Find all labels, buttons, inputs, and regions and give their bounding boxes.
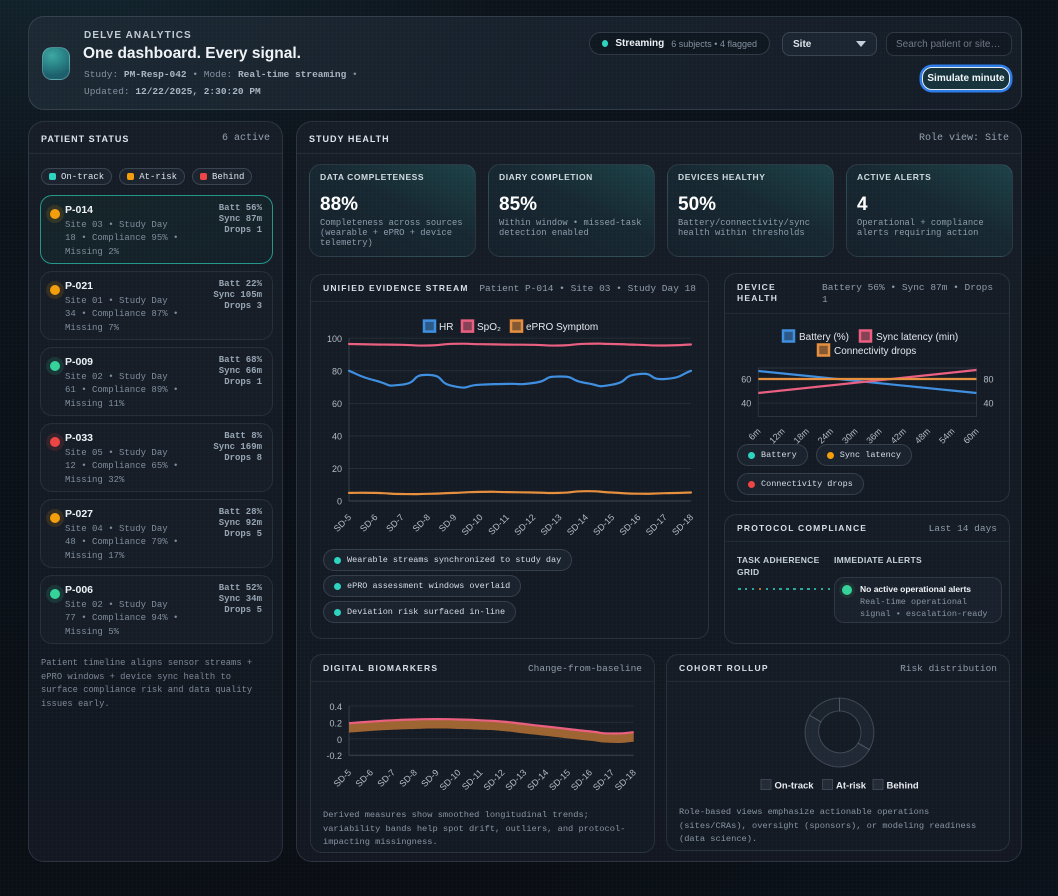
- svg-text:SD-17: SD-17: [591, 767, 616, 792]
- svg-text:-0.2: -0.2: [326, 751, 342, 761]
- svg-text:60: 60: [741, 375, 751, 385]
- svg-text:SD-6: SD-6: [358, 512, 380, 534]
- svg-text:40: 40: [332, 431, 342, 441]
- svg-text:60m: 60m: [961, 426, 980, 445]
- svg-text:48m: 48m: [913, 426, 932, 445]
- svg-text:SD-16: SD-16: [569, 767, 594, 792]
- svg-text:SD-11: SD-11: [460, 767, 485, 792]
- svg-text:SD-14: SD-14: [525, 767, 550, 792]
- svg-text:SD-15: SD-15: [547, 767, 572, 792]
- svg-text:18m: 18m: [792, 426, 811, 445]
- svg-text:SD-7: SD-7: [384, 512, 406, 534]
- svg-text:SD-16: SD-16: [618, 512, 643, 537]
- svg-text:SD-18: SD-18: [613, 767, 638, 792]
- svg-text:On-track: On-track: [775, 780, 815, 791]
- svg-text:SD-12: SD-12: [481, 767, 506, 792]
- svg-text:0: 0: [337, 497, 342, 507]
- svg-text:12m: 12m: [767, 426, 786, 445]
- svg-text:SD-5: SD-5: [332, 767, 354, 789]
- svg-text:40: 40: [741, 399, 751, 409]
- svg-text:42m: 42m: [889, 426, 908, 445]
- svg-text:Behind: Behind: [887, 780, 919, 791]
- svg-text:0.4: 0.4: [329, 702, 342, 712]
- svg-text:SD-8: SD-8: [397, 767, 419, 789]
- svg-text:20: 20: [332, 464, 342, 474]
- svg-text:SD-12: SD-12: [512, 512, 537, 537]
- svg-text:100: 100: [327, 334, 342, 344]
- svg-text:ePRO Symptom: ePRO Symptom: [526, 322, 598, 333]
- svg-text:SD-10: SD-10: [460, 512, 485, 537]
- svg-text:0: 0: [337, 735, 342, 745]
- svg-text:24m: 24m: [816, 426, 835, 445]
- svg-text:SD-8: SD-8: [411, 512, 433, 534]
- svg-text:SD-9: SD-9: [437, 512, 459, 534]
- svg-text:At-risk: At-risk: [836, 780, 867, 791]
- svg-text:Connectivity drops: Connectivity drops: [834, 346, 916, 357]
- svg-text:Battery (%): Battery (%): [799, 332, 849, 343]
- svg-text:SD-13: SD-13: [539, 512, 564, 537]
- svg-text:30m: 30m: [840, 426, 859, 445]
- svg-text:SD-11: SD-11: [486, 512, 511, 537]
- svg-text:HR: HR: [439, 322, 453, 333]
- svg-text:60: 60: [332, 399, 342, 409]
- svg-text:0.2: 0.2: [329, 718, 342, 728]
- svg-text:80: 80: [332, 366, 342, 376]
- svg-text:SD-18: SD-18: [670, 512, 695, 537]
- svg-text:40: 40: [984, 399, 994, 409]
- svg-text:6m: 6m: [747, 426, 763, 442]
- svg-text:54m: 54m: [937, 426, 956, 445]
- svg-text:Sync latency (min): Sync latency (min): [876, 332, 958, 343]
- svg-text:SpO₂: SpO₂: [477, 322, 501, 333]
- svg-text:SD-14: SD-14: [565, 512, 590, 537]
- svg-text:36m: 36m: [864, 426, 883, 445]
- svg-text:SD-7: SD-7: [375, 767, 397, 789]
- svg-text:SD-5: SD-5: [332, 512, 354, 534]
- svg-text:SD-10: SD-10: [438, 767, 463, 792]
- svg-text:SD-6: SD-6: [354, 767, 376, 789]
- svg-text:SD-13: SD-13: [503, 767, 528, 792]
- svg-text:80: 80: [984, 375, 994, 385]
- svg-text:SD-17: SD-17: [644, 512, 669, 537]
- svg-text:SD-15: SD-15: [591, 512, 616, 537]
